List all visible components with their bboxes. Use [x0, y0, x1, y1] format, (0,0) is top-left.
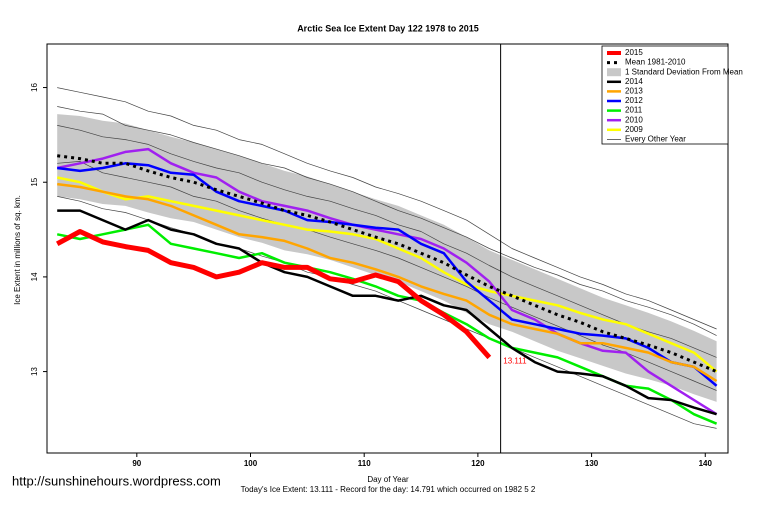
legend-label: 2015 [625, 48, 643, 57]
series-line [57, 154, 718, 373]
legend-label: Every Other Year [625, 135, 686, 144]
legend-label: 2009 [625, 125, 643, 134]
y-tick-label: 15 [30, 177, 39, 186]
other-year-line [57, 196, 717, 429]
y-tick-label: 13 [30, 367, 39, 376]
other-year-line [57, 106, 717, 336]
series-line [57, 209, 717, 416]
plot-frame [46, 43, 729, 454]
x-tick-label: 140 [699, 459, 713, 468]
other-year-line [57, 161, 717, 391]
x-tick-label: 120 [471, 459, 485, 468]
series-line [56, 229, 492, 360]
value-label: 13.111 [503, 356, 527, 365]
legend-label: 2011 [625, 106, 643, 115]
x-tick-label: 130 [585, 459, 599, 468]
x-axis-label: Day of Year [367, 475, 409, 484]
watermark: http://sunshinehours.wordpress.com [12, 473, 221, 488]
x-tick-label: 100 [244, 459, 258, 468]
legend-swatch [607, 68, 621, 77]
legend-box [601, 45, 729, 145]
series-line [57, 162, 718, 387]
legend-label: Mean 1981-2010 [625, 58, 686, 67]
legend-label: 2014 [625, 77, 643, 86]
series-line [56, 147, 718, 416]
legend-label: 2013 [625, 87, 643, 96]
x-tick-label: 110 [358, 459, 371, 468]
legend-label: 1 Standard Deviation From Mean [625, 67, 743, 76]
series-line [56, 176, 718, 373]
y-tick-label: 14 [30, 272, 39, 281]
other-year-line [57, 87, 717, 330]
legend-label: 2012 [625, 96, 643, 105]
footer: Today's Ice Extent: 13.111 - Record for … [241, 485, 536, 494]
chart-title: Arctic Sea Ice Extent Day 122 1978 to 20… [297, 23, 479, 33]
legend-label: 2010 [625, 115, 643, 124]
y-tick-label: 16 [30, 83, 39, 92]
x-tick-label: 90 [132, 459, 141, 468]
y-axis-label: Ice Extent in millions of sq. km. [13, 195, 22, 305]
other-year-line [57, 125, 717, 358]
series-line [57, 182, 718, 383]
